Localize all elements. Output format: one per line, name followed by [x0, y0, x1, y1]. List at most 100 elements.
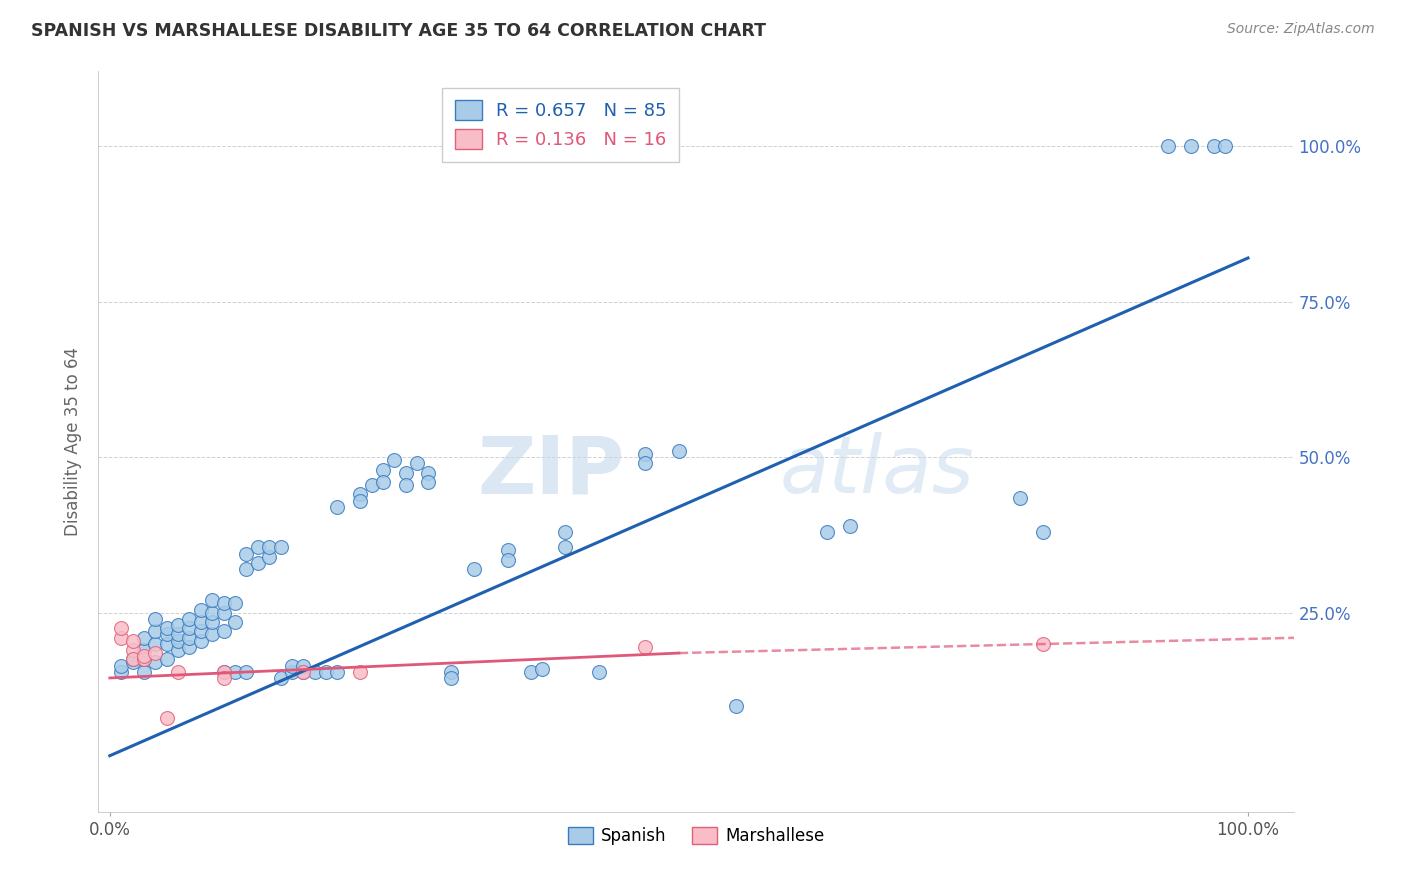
Point	[1202, 139, 1225, 153]
Point	[257, 549, 280, 564]
Point	[212, 671, 235, 685]
Point	[167, 643, 190, 657]
Point	[212, 665, 235, 679]
Text: ZIP: ZIP	[477, 432, 624, 510]
Point	[1157, 139, 1180, 153]
Text: Source: ZipAtlas.com: Source: ZipAtlas.com	[1227, 22, 1375, 37]
Point	[132, 649, 155, 664]
Point	[212, 606, 235, 620]
Point	[281, 658, 304, 673]
Point	[349, 665, 371, 679]
Point	[815, 524, 838, 539]
Point	[212, 596, 235, 610]
Point	[463, 562, 485, 576]
Point	[212, 665, 235, 679]
Point	[1213, 139, 1236, 153]
Point	[418, 475, 440, 489]
Point	[179, 640, 201, 654]
Point	[121, 633, 143, 648]
Point	[634, 456, 657, 470]
Point	[121, 652, 143, 666]
Point	[179, 631, 201, 645]
Point	[201, 593, 224, 607]
Point	[190, 602, 212, 616]
Point	[143, 624, 166, 639]
Point	[224, 665, 246, 679]
Point	[349, 487, 371, 501]
Point	[110, 621, 132, 635]
Point	[724, 698, 747, 713]
Point	[315, 665, 337, 679]
Point	[246, 556, 269, 570]
Point	[554, 524, 576, 539]
Point	[190, 633, 212, 648]
Point	[668, 443, 690, 458]
Point	[212, 624, 235, 639]
Point	[110, 658, 132, 673]
Point	[110, 665, 132, 679]
Point	[1010, 491, 1032, 505]
Point	[190, 615, 212, 629]
Point	[326, 665, 349, 679]
Point	[143, 646, 166, 660]
Point	[201, 627, 224, 641]
Point	[235, 547, 257, 561]
Point	[395, 466, 418, 480]
Point	[418, 466, 440, 480]
Point	[167, 633, 190, 648]
Point	[440, 665, 463, 679]
Point	[292, 658, 315, 673]
Point	[132, 665, 155, 679]
Point	[156, 711, 179, 725]
Point	[270, 671, 292, 685]
Point	[349, 493, 371, 508]
Point	[634, 447, 657, 461]
Point	[156, 637, 179, 651]
Point	[167, 627, 190, 641]
Point	[201, 606, 224, 620]
Y-axis label: Disability Age 35 to 64: Disability Age 35 to 64	[63, 347, 82, 536]
Point	[167, 618, 190, 632]
Point	[281, 665, 304, 679]
Point	[143, 637, 166, 651]
Point	[143, 656, 166, 670]
Point	[496, 543, 519, 558]
Point	[326, 500, 349, 514]
Point	[179, 612, 201, 626]
Point	[156, 621, 179, 635]
Legend: Spanish, Marshallese: Spanish, Marshallese	[561, 820, 831, 852]
Point	[371, 475, 394, 489]
Point	[132, 652, 155, 666]
Point	[257, 541, 280, 555]
Point	[235, 562, 257, 576]
Point	[121, 652, 143, 666]
Point	[132, 631, 155, 645]
Text: SPANISH VS MARSHALLESE DISABILITY AGE 35 TO 64 CORRELATION CHART: SPANISH VS MARSHALLESE DISABILITY AGE 35…	[31, 22, 766, 40]
Point	[235, 665, 257, 679]
Point	[371, 462, 394, 476]
Point	[179, 621, 201, 635]
Point	[110, 631, 132, 645]
Point	[292, 665, 315, 679]
Point	[156, 652, 179, 666]
Point	[531, 662, 554, 676]
Point	[440, 671, 463, 685]
Point	[496, 553, 519, 567]
Point	[224, 596, 246, 610]
Point	[156, 627, 179, 641]
Point	[406, 456, 429, 470]
Point	[304, 665, 326, 679]
Text: atlas: atlas	[779, 432, 974, 510]
Point	[201, 615, 224, 629]
Point	[838, 518, 860, 533]
Point	[520, 665, 543, 679]
Point	[1032, 637, 1054, 651]
Point	[554, 541, 576, 555]
Point	[395, 478, 418, 492]
Point	[634, 640, 657, 654]
Point	[292, 665, 315, 679]
Point	[246, 541, 269, 555]
Point	[224, 615, 246, 629]
Point	[190, 624, 212, 639]
Point	[382, 453, 405, 467]
